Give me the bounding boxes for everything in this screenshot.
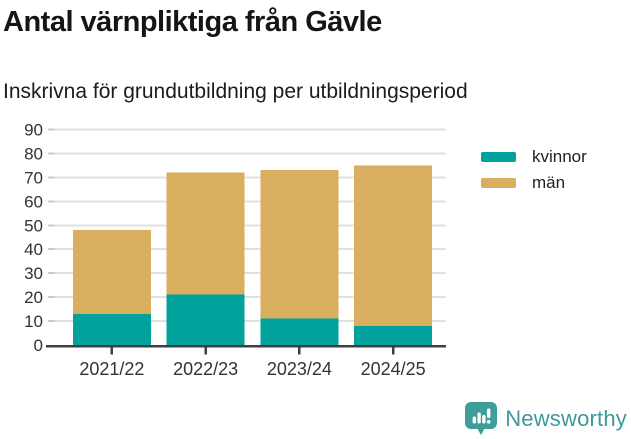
y-tick-label: 80 [24, 144, 43, 163]
y-tick-label: 30 [24, 264, 43, 283]
bar-segment-män [354, 165, 433, 326]
legend-swatch [481, 151, 516, 162]
y-tick-label: 50 [24, 216, 43, 235]
bar-segment-kvinnor [260, 318, 339, 345]
legend-swatch [481, 177, 516, 188]
y-tick-label: 0 [34, 336, 43, 355]
legend-item-kvinnor: kvinnor [481, 147, 587, 166]
mini-bars-icon [472, 408, 491, 424]
y-tick-label: 90 [24, 121, 43, 140]
legend-label: kvinnor [532, 147, 587, 166]
y-tick-label: 60 [24, 192, 43, 211]
speech-bubble-tail [476, 427, 486, 435]
y-tick-label: 40 [24, 240, 43, 259]
y-tick-label: 10 [24, 312, 43, 331]
speech-bubble [465, 402, 498, 429]
x-tick-label: 2022/23 [173, 359, 238, 379]
y-tick-label: 70 [24, 168, 43, 187]
brand-name: Newsworthy [505, 405, 627, 431]
legend-label: män [532, 173, 566, 192]
x-tick-label: 2023/24 [267, 359, 332, 379]
y-tick-label: 20 [24, 288, 43, 307]
bar-segment-kvinnor [354, 325, 433, 345]
page-title: Antal värnpliktiga från Gävle [3, 6, 382, 38]
page-subtitle: Inskrivna för grundutbildning per utbild… [3, 80, 468, 103]
chart-svg: 0 10 20 30 40 50 60 70 80 90 2021/22 2022/23 2023/24… [24, 121, 446, 379]
legend-item-män: män [481, 173, 587, 192]
bar-segment-män [72, 230, 151, 314]
bar-segment-kvinnor [166, 294, 245, 345]
newsworthy-icon [465, 402, 498, 435]
x-tick-label: 2021/22 [79, 359, 144, 379]
legend: kvinnor män [481, 147, 587, 192]
x-tick-label: 2024/25 [361, 359, 426, 379]
bar-segment-män [166, 172, 245, 295]
brand-logo: Newsworthy [464, 401, 627, 436]
bar-segment-kvinnor [72, 313, 151, 345]
bar-segment-män [260, 170, 339, 319]
